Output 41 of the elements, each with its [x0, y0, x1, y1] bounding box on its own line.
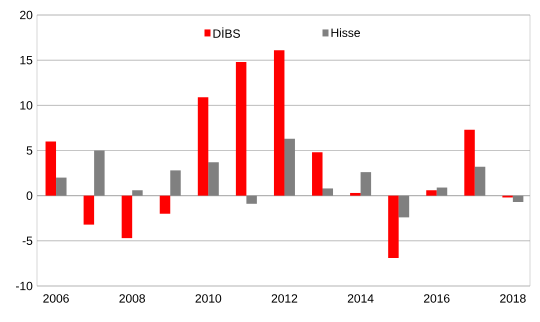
bar: [274, 50, 284, 196]
bar: [132, 190, 143, 196]
bar: [360, 172, 372, 196]
x-tick-label: 2012: [272, 294, 298, 303]
legend-label: DİBS: [213, 27, 240, 38]
x-tick-label: 2016: [424, 294, 450, 303]
bar: [246, 196, 257, 204]
y-tick-label: 15: [20, 56, 32, 64]
x-tick-label: 2010: [196, 294, 222, 303]
bar: [464, 130, 475, 196]
bar: [426, 190, 437, 196]
bar: [94, 150, 105, 196]
bar: [198, 97, 208, 196]
x-tick-label: 2014: [348, 294, 374, 303]
legend-label: Hisse: [331, 28, 360, 37]
bar: [208, 162, 219, 196]
bar: [398, 196, 410, 218]
y-tick-label: -5: [22, 236, 32, 246]
bar: [512, 196, 524, 202]
y-tick-label: -10: [16, 282, 32, 290]
y-tick-label: 20: [20, 10, 32, 20]
bar: [388, 196, 399, 258]
x-tick-label: 2006: [43, 294, 69, 303]
y-tick-label: 0: [26, 191, 32, 200]
x-tick-label: 2008: [119, 294, 145, 303]
bar: [56, 178, 67, 196]
y-tick-label: 5: [26, 146, 32, 155]
bar: [160, 196, 170, 214]
bar: [236, 62, 246, 196]
bar: [474, 166, 486, 196]
bar: [312, 152, 323, 196]
bar: [284, 138, 295, 196]
bar: [84, 196, 94, 225]
bar: [170, 170, 181, 196]
y-tick-label: 10: [20, 101, 32, 110]
bar: [122, 196, 132, 238]
bar: [436, 188, 448, 196]
bar: [322, 188, 334, 196]
bar: [46, 141, 56, 196]
x-tick-label: 2018: [500, 294, 526, 303]
bar: [350, 192, 361, 196]
